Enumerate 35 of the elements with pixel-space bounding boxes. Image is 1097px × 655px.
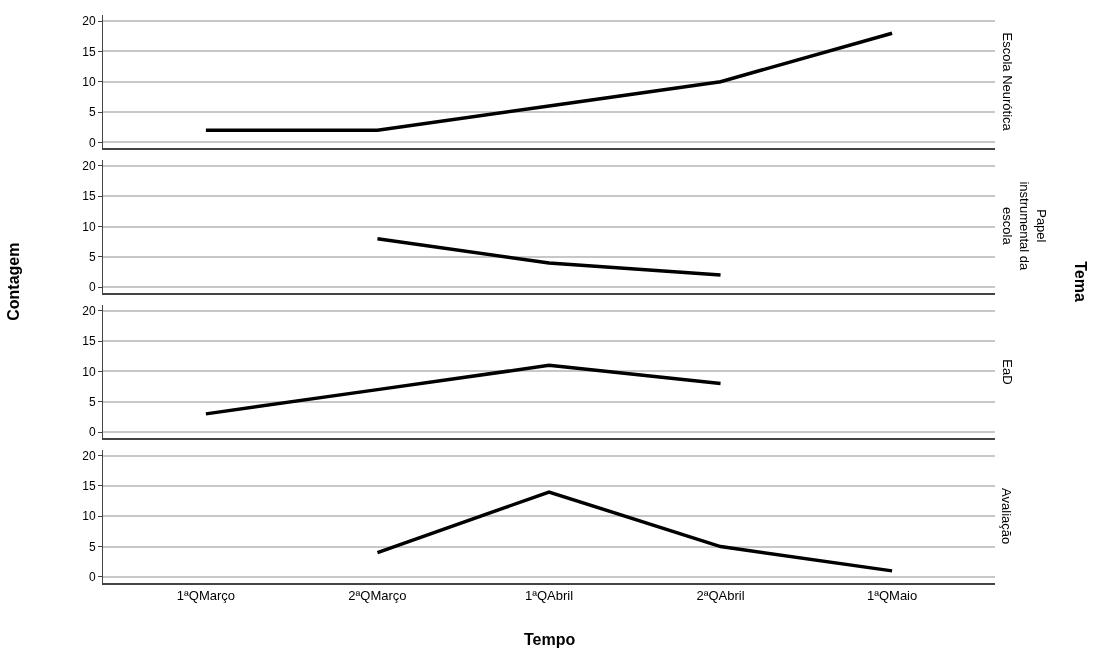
y-tick-label: 10 <box>82 364 96 379</box>
y-tick-label: 5 <box>88 394 96 409</box>
y-tick-label: 10 <box>82 509 96 524</box>
y-tick-label: 10 <box>82 219 96 234</box>
y-tick-label: 20 <box>82 159 96 174</box>
y-tick-label: 0 <box>88 425 96 440</box>
x-tick-label: 2ªQMarço <box>348 588 407 604</box>
y-axis-title: Contagem <box>4 242 22 321</box>
line-series <box>204 31 894 133</box>
x-tick-label: 1ªQAbril <box>524 588 574 604</box>
x-tick-label: 2ªQAbril <box>696 588 745 604</box>
x-tick-label: 1ªQMarço <box>176 588 236 604</box>
y-tick-label: 0 <box>88 570 96 585</box>
y-tick-label: 10 <box>82 74 96 89</box>
y-tick-label: 20 <box>82 303 96 318</box>
y-tick-label: 20 <box>82 14 96 29</box>
text: Papel instrumental da escola <box>999 181 1049 272</box>
y-tick-label: 20 <box>82 448 96 463</box>
y-tick-label: 15 <box>82 189 96 204</box>
y-tick-label: 5 <box>88 250 96 265</box>
y-tick-label: 15 <box>82 44 96 59</box>
text: Escola Neurótica <box>999 32 1015 132</box>
y-tick-label: 5 <box>88 539 96 554</box>
y-tick-label: 15 <box>82 334 96 349</box>
y-tick-label: 5 <box>88 105 96 120</box>
text: Avaliação <box>999 488 1015 545</box>
y-tick-label: 0 <box>88 135 96 150</box>
legend-title: Tema <box>1071 261 1089 302</box>
y-tick-label: 0 <box>88 280 96 295</box>
line-series <box>204 363 723 416</box>
y-tick-label: 15 <box>82 479 96 494</box>
x-axis-title: Tempo <box>524 631 576 648</box>
line-series <box>375 490 894 573</box>
text: EaD <box>999 359 1015 385</box>
x-tick-label: 1ªQMaio <box>866 588 918 604</box>
